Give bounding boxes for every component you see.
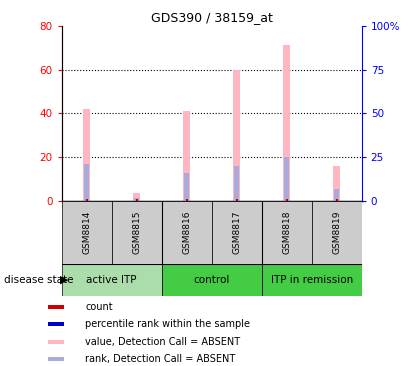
Text: active ITP: active ITP <box>86 275 137 285</box>
Bar <box>262 264 362 296</box>
Text: GSM8816: GSM8816 <box>182 211 191 254</box>
Bar <box>212 201 262 264</box>
Bar <box>48 357 64 361</box>
Text: count: count <box>85 302 113 312</box>
Bar <box>283 45 291 201</box>
Bar <box>183 111 190 201</box>
Text: value, Detection Call = ABSENT: value, Detection Call = ABSENT <box>85 337 240 347</box>
Bar <box>84 164 89 201</box>
Bar <box>162 264 262 296</box>
Bar <box>48 340 64 344</box>
Text: GSM8819: GSM8819 <box>332 211 341 254</box>
Bar <box>334 189 339 201</box>
Bar <box>62 264 162 296</box>
Text: percentile rank within the sample: percentile rank within the sample <box>85 319 250 329</box>
Title: GDS390 / 38159_at: GDS390 / 38159_at <box>151 11 272 25</box>
Bar <box>83 109 90 201</box>
Bar <box>312 201 362 264</box>
Bar <box>262 201 312 264</box>
Text: ITP in remission: ITP in remission <box>270 275 353 285</box>
Text: ▶: ▶ <box>60 275 68 285</box>
Bar <box>48 305 64 309</box>
Text: GSM8818: GSM8818 <box>282 211 291 254</box>
Text: disease state: disease state <box>4 275 74 285</box>
Bar <box>333 166 340 201</box>
Bar <box>112 201 162 264</box>
Bar <box>184 173 189 201</box>
Bar <box>284 157 289 201</box>
Text: GSM8817: GSM8817 <box>232 211 241 254</box>
Bar <box>234 166 239 201</box>
Bar <box>162 201 212 264</box>
Bar <box>134 198 139 201</box>
Bar <box>133 193 141 201</box>
Text: control: control <box>194 275 230 285</box>
Bar <box>62 201 112 264</box>
Text: GSM8815: GSM8815 <box>132 211 141 254</box>
Bar <box>48 322 64 326</box>
Text: GSM8814: GSM8814 <box>82 211 91 254</box>
Bar <box>233 70 240 201</box>
Text: rank, Detection Call = ABSENT: rank, Detection Call = ABSENT <box>85 354 236 364</box>
